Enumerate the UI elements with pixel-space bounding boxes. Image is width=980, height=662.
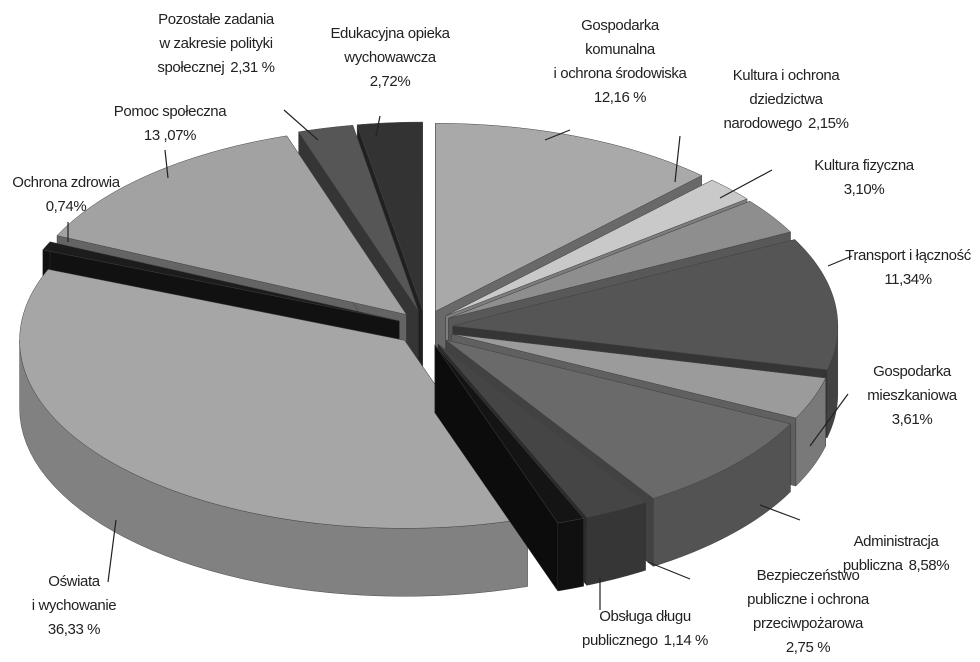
slice-label: Kultura i ochrona [733,67,841,84]
slice-label: i ochrona środowiska [554,65,688,82]
slice-label-text: komunalna [585,41,656,58]
value-label: 3,10% [844,181,885,198]
slice-label: i wychowanie [32,597,116,614]
slice [356,121,423,311]
slice-label: mieszkaniowa [867,387,957,404]
slice-label-text: Bezpieczeństwo [757,567,860,584]
slice-label: publiczne i ochrona [747,591,870,608]
slice-label-text: Pozostałe zadania [158,11,275,28]
value-label: 12,16 % [594,89,646,106]
slice-label: Pomoc społeczna [114,103,227,120]
leader-line [809,393,849,447]
leader-line [283,109,319,141]
slice [451,333,827,419]
slice [445,339,791,499]
slice-label: Pozostałe zadania [158,11,275,28]
slice-label: Bezpieczeństwo [757,567,860,584]
slice-label: Transport i łączność [845,247,972,264]
slice-label-text: Ochrona zdrowia [12,174,120,191]
slice-label-text: Gospodarka [873,363,952,380]
slice-label-text: Kultura i ochrona [733,67,841,84]
value-label: 2,15% [808,115,849,132]
slice-label: Gospodarka [873,363,952,380]
slice-label: Kultura fizyczna [814,157,915,174]
leader-line [164,149,169,179]
slice-label-text: publiczne i ochrona [747,591,870,608]
slice [298,125,419,311]
value-label: 2,72% [370,73,411,90]
slice-label-text: dziedzictwa [749,91,823,108]
slice-label-text: w zakresie polityki [158,35,272,52]
value-label: 36,33 % [48,621,100,638]
leader-line [375,115,381,137]
slice-label-text: publicznego [582,632,658,649]
leader-line [759,504,801,521]
value-label: 2,31 % [230,59,274,76]
slice-label: wychowawcza [343,49,437,66]
slice [452,239,839,370]
slice-label-text: publiczna [843,557,904,574]
leader-line [674,135,681,183]
slice-label-text: mieszkaniowa [867,387,957,404]
slice [56,135,407,315]
value-label: 13 ,07% [144,127,196,144]
slice-label: w zakresie polityki [158,35,272,52]
leader-line [107,519,117,583]
slice [434,344,585,524]
slice-label-text: Pomoc społeczna [114,103,227,120]
slice [19,269,528,529]
slice-label: Administracja [854,533,940,550]
value-label: 2,75 % [786,639,830,656]
value-label: 8,58% [909,557,950,574]
slice-label: narodowego 2,15% [723,115,848,132]
slice-label-text: Edukacyjna opieka [330,25,450,42]
slice-label-text: przeciwpożarowa [753,615,864,632]
slice-label-text: narodowego [723,115,802,132]
slice-label: przeciwpożarowa [753,615,864,632]
slice-label: Ochrona zdrowia [12,174,120,191]
slice-label: publicznego 1,14 % [582,632,708,649]
slice-label: dziedzictwa [749,91,823,108]
slice-label-text: Kultura fizyczna [814,157,915,174]
slice-label: Edukacyjna opieka [330,25,450,42]
slice-label-text: Transport i łączność [845,247,972,264]
slice-label: społecznej 2,31 % [157,59,274,76]
slice-label-text: Oświata [48,573,100,590]
slice [448,200,792,319]
slice-label-text: Administracja [854,533,940,550]
slice-label-text: i ochrona środowiska [554,65,688,82]
slice [42,241,400,322]
slice-label: komunalna [585,41,656,58]
slice-label-text: Obsługa długu [599,608,691,625]
slice-label-text: wychowawcza [343,49,437,66]
slice-wall [557,518,584,592]
value-label: 1,14 % [664,632,708,649]
slice-label-text: Gospodarka [581,17,660,34]
slice [437,343,647,518]
slice-label: publiczna 8,58% [843,557,949,574]
slice-label: Oświata [48,573,100,590]
slice-label: Gospodarka [581,17,660,34]
leader-line [544,129,571,141]
value-label: 3,61% [892,411,933,428]
slice [445,179,748,317]
leader-line [827,255,853,267]
leader-line [719,169,773,199]
value-label: 11,34% [884,271,931,288]
slice-label-text: i wychowanie [32,597,116,614]
slice [435,123,703,312]
leader-line [647,561,691,580]
value-label: 0,74% [46,198,87,215]
slice-label-text: społecznej [157,59,224,76]
slice-label: Obsługa długu [599,608,691,625]
